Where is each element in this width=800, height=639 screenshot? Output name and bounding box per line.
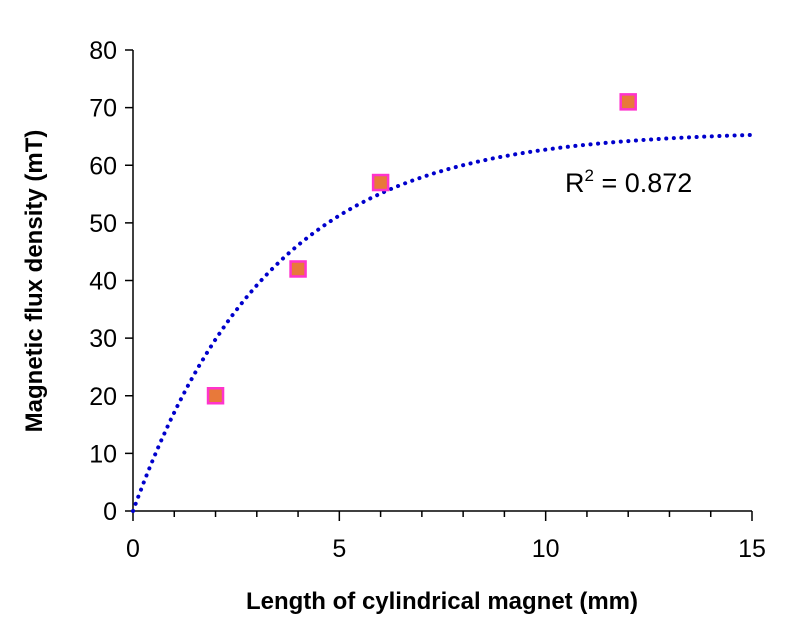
data-point	[289, 260, 307, 278]
y-tick-label: 40	[89, 268, 117, 296]
y-axis-label: Magnetic flux density (mT)	[21, 130, 48, 433]
x-tick-label: 5	[332, 535, 346, 563]
data-point	[371, 173, 390, 192]
data-point	[206, 387, 225, 405]
trendline	[131, 133, 752, 513]
y-tick-label: 80	[89, 37, 117, 65]
x-tick-label: 0	[126, 535, 140, 563]
x-tick-label: 10	[532, 535, 560, 563]
x-tick-label: 15	[738, 535, 766, 563]
r-squared-annotation: R2 = 0.872	[565, 166, 692, 198]
y-tick-label: 10	[89, 440, 117, 468]
y-tick-label: 20	[89, 383, 117, 411]
y-tick-label: 50	[89, 210, 117, 238]
data-points	[206, 93, 637, 405]
axes: 0 5 10 15 0 10 20 30 40 50 60 70 80	[89, 37, 766, 563]
data-point	[619, 93, 637, 111]
y-tick-label: 60	[89, 152, 117, 180]
y-tick-label: 0	[103, 498, 117, 526]
y-tick-label: 70	[89, 95, 117, 123]
y-tick-label: 30	[89, 325, 117, 353]
x-axis-label: Length of cylindrical magnet (mm)	[246, 588, 638, 615]
